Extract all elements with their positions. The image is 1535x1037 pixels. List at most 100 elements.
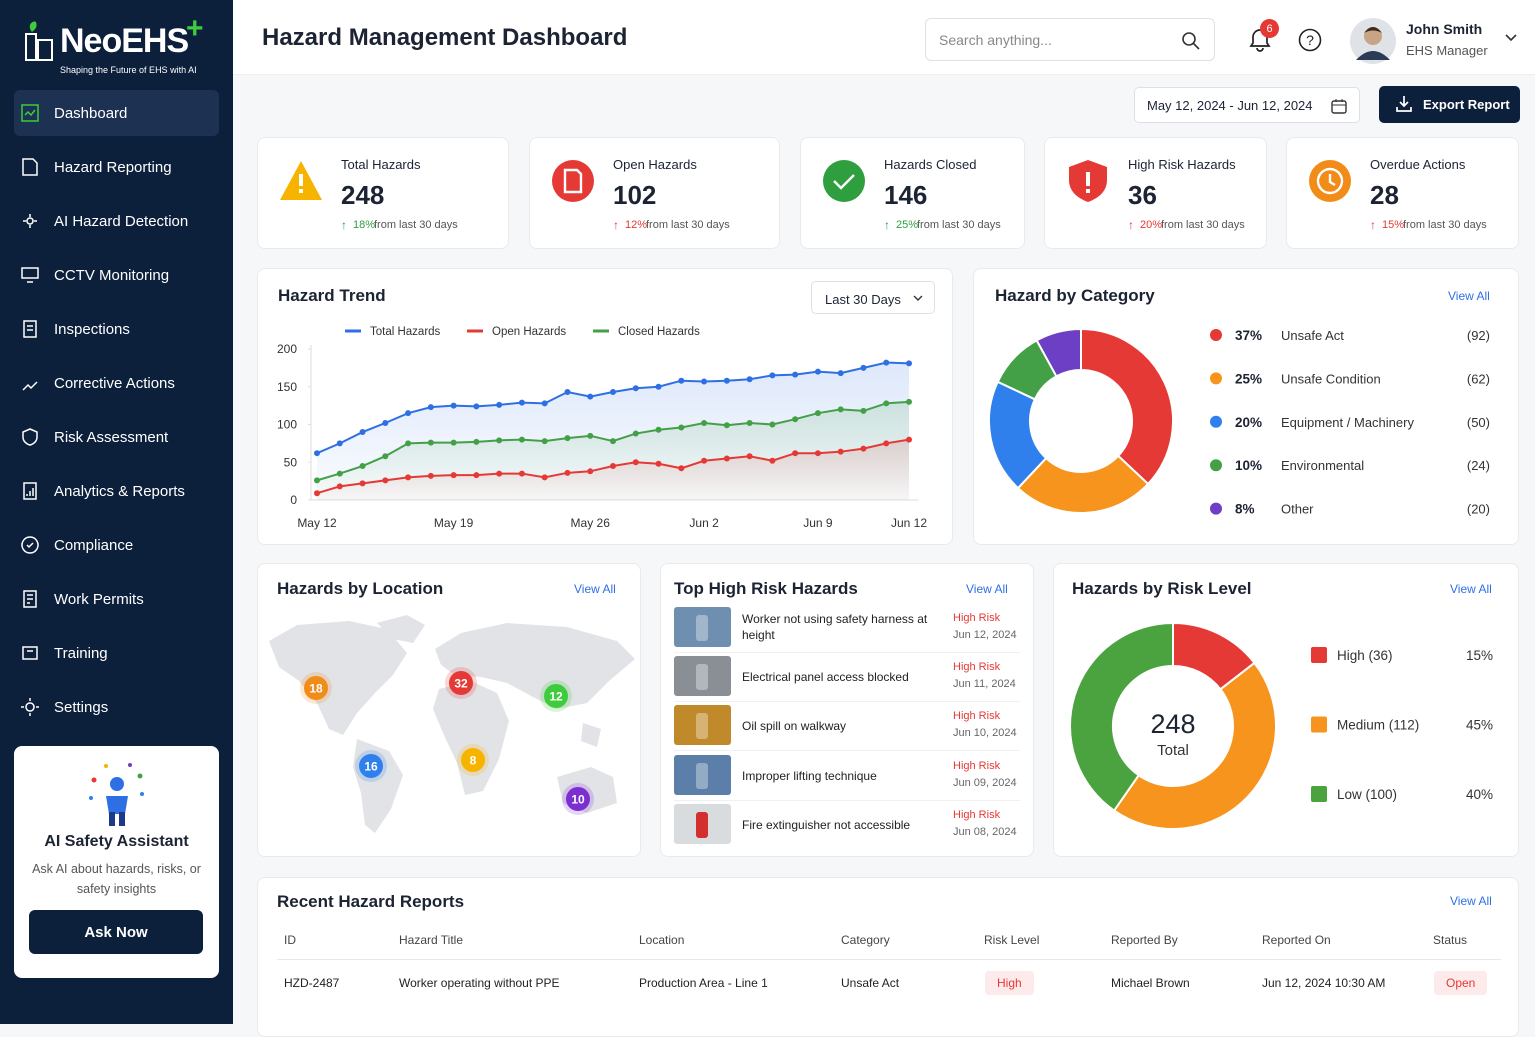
status-pill: Open <box>1434 971 1488 995</box>
icon-shape <box>22 158 38 176</box>
series-point <box>906 436 912 443</box>
menu-icon <box>22 646 38 660</box>
location-view-all[interactable]: View All <box>574 582 616 596</box>
legend-percent: 8% <box>1235 502 1255 517</box>
menu-item[interactable]: Analytics & Reports <box>14 468 219 514</box>
x-tick-label: Jun 2 <box>689 516 719 530</box>
hazard-date: Jun 08, 2024 <box>953 825 1017 838</box>
kpi-note: from last 30 days <box>646 219 730 231</box>
header-divider <box>277 959 1501 960</box>
series-point <box>427 472 434 479</box>
kpi-value: 36 <box>1128 180 1157 210</box>
series-point <box>906 360 912 367</box>
menu-label: Settings <box>54 698 109 716</box>
hazard-date: Jun 09, 2024 <box>953 776 1017 789</box>
icon-shape <box>21 536 39 554</box>
menu-item[interactable]: Dashboard <box>14 90 219 136</box>
legend-count: (50) <box>1467 415 1490 430</box>
search-box[interactable]: Search anything... <box>925 18 1215 61</box>
search-placeholder: Search anything... <box>939 32 1052 48</box>
recent-view-all[interactable]: View All <box>1450 894 1492 908</box>
menu-item[interactable]: Hazard Reporting <box>14 144 219 190</box>
menu-item[interactable]: Corrective Actions <box>14 360 219 406</box>
icon-shape <box>22 646 38 660</box>
trend-filter[interactable]: Last 30 Days <box>811 281 935 314</box>
risk-level-view-all[interactable]: View All <box>1450 582 1492 596</box>
export-button[interactable]: Export Report <box>1379 86 1520 123</box>
menu-icon <box>22 428 38 446</box>
column-header: Status <box>1433 933 1468 947</box>
page-title: Hazard Management Dashboard <box>262 24 628 51</box>
series-point <box>701 378 708 385</box>
series-point <box>678 465 685 472</box>
series-point <box>382 453 389 460</box>
sidebar: NeoEHS + Shaping the Future of EHS with … <box>0 0 233 1024</box>
legend-percent: 45% <box>1466 718 1493 733</box>
series-point <box>336 440 343 447</box>
y-tick-label: 150 <box>277 380 297 394</box>
series-point <box>814 410 821 417</box>
menu-label: Training <box>54 644 108 662</box>
avatar[interactable] <box>1350 18 1396 64</box>
column-header: ID <box>284 933 296 947</box>
menu-label: Compliance <box>54 536 134 554</box>
thumbnail <box>674 803 731 844</box>
help-icon[interactable]: ? <box>1298 28 1322 52</box>
date-picker[interactable]: May 12, 2024 - Jun 12, 2024 <box>1134 87 1360 123</box>
legend-percent: 10% <box>1235 458 1262 473</box>
kpi-change: 15% <box>1382 219 1405 231</box>
risk-label: High Risk <box>953 808 1001 821</box>
series-point <box>541 474 548 481</box>
series-point <box>336 470 343 477</box>
kpi-glyph <box>833 174 855 190</box>
menu-item[interactable]: Compliance <box>14 522 219 568</box>
menu-label: Corrective Actions <box>54 374 175 392</box>
menu-item[interactable]: Risk Assessment <box>14 414 219 460</box>
menu-label: Hazard Reporting <box>54 158 172 176</box>
series-point <box>359 480 366 487</box>
series-point <box>860 407 867 414</box>
menu-icon <box>21 536 39 554</box>
kpi-card: Open Hazards 102 ↑ 12% from last 30 days <box>529 137 780 249</box>
series-point <box>382 477 389 484</box>
kpi-note: from last 30 days <box>1161 219 1245 231</box>
menu-item[interactable]: Work Permits <box>14 576 219 622</box>
category-view-all[interactable]: View All <box>1448 289 1490 303</box>
series-point <box>701 457 708 464</box>
top-risk-view-all[interactable]: View All <box>966 582 1008 596</box>
series-point <box>518 436 525 443</box>
kpi-value: 102 <box>613 180 657 210</box>
hazard-title: Oil spill on walkway <box>742 719 847 734</box>
icon-shape <box>21 104 39 122</box>
series-point <box>746 376 753 383</box>
series-point <box>792 450 799 457</box>
series-point <box>837 370 844 377</box>
menu-icon <box>22 381 38 391</box>
series-point <box>336 483 343 490</box>
legend-swatch <box>1311 716 1327 733</box>
kpi-label: Overdue Actions <box>1370 157 1466 172</box>
user-chevron[interactable] <box>1504 33 1518 43</box>
location-marker <box>359 754 383 778</box>
hazard-title: Electrical panel access blocked <box>742 670 909 685</box>
table-cell: Production Area - Line 1 <box>639 976 768 990</box>
menu-item[interactable]: CCTV Monitoring <box>14 252 219 298</box>
legend-count: (20) <box>1467 502 1490 517</box>
menu-item[interactable]: Inspections <box>14 306 219 352</box>
menu-icon <box>23 482 37 500</box>
ask-button[interactable]: Ask Now <box>29 910 203 954</box>
menu-item[interactable]: AI Hazard Detection <box>14 198 219 244</box>
legend-percent: 40% <box>1466 787 1493 802</box>
series-point <box>723 377 730 384</box>
thumbnail-detail <box>696 713 708 740</box>
series-point <box>518 470 525 477</box>
column-header: Reported By <box>1111 933 1178 947</box>
series-point <box>792 371 799 378</box>
series-point <box>564 469 571 476</box>
menu-item[interactable]: Settings <box>14 684 219 730</box>
center-value: 248 <box>1150 709 1195 739</box>
menu-item[interactable]: Training <box>14 630 219 676</box>
series-point <box>496 401 503 408</box>
y-tick-label: 200 <box>277 342 297 356</box>
